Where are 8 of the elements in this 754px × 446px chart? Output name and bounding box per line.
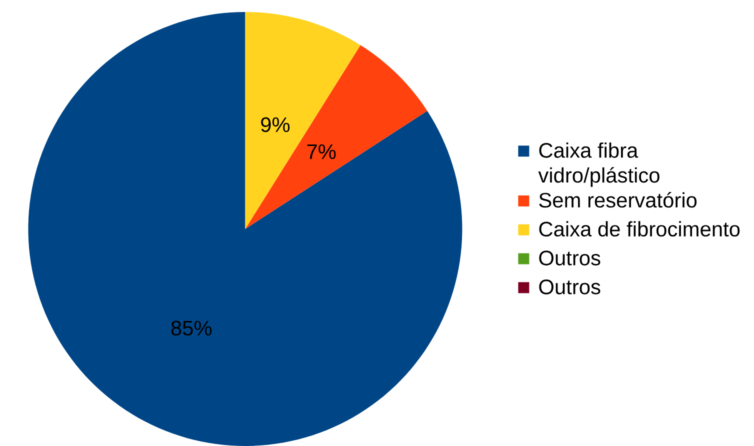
data-label: 7% (307, 144, 336, 159)
data-label: 9% (261, 117, 290, 132)
data-label: 85% (171, 320, 212, 336)
legend-label: Caixa fibra vidro/plástico (538, 142, 660, 187)
legend-label: Sem reservatório (539, 192, 697, 208)
legend-label: Outros (539, 280, 600, 294)
legend-label: Caixa de fibrocimento (539, 221, 740, 237)
legend-label: Outros (539, 250, 600, 266)
